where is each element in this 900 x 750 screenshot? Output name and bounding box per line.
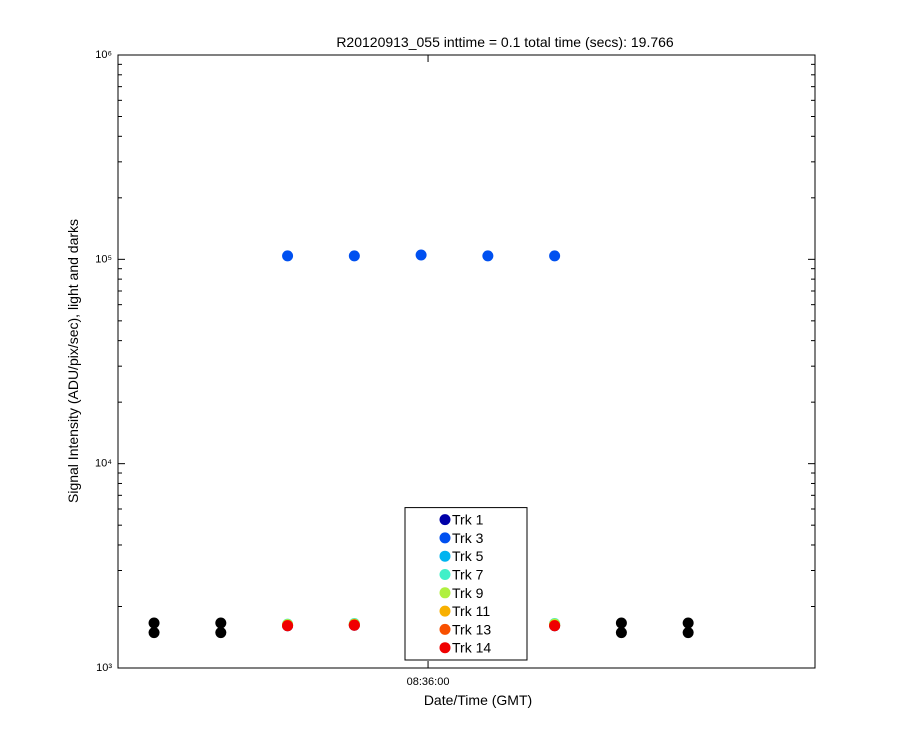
chart-title: R20120913_055 inttime = 0.1 total time (… bbox=[336, 34, 674, 50]
legend-box bbox=[404, 507, 528, 661]
y-tick-label: 10⁴ bbox=[95, 458, 112, 470]
legend-label: Trk 7 bbox=[452, 567, 484, 583]
point bbox=[215, 627, 227, 639]
point bbox=[415, 249, 427, 261]
y-axis-label: Signal Intensity (ADU/pix/sec), light an… bbox=[65, 219, 81, 503]
legend-label: Trk 5 bbox=[452, 548, 484, 564]
legend-marker bbox=[439, 514, 451, 526]
legend-marker bbox=[439, 623, 451, 635]
legend-label: Trk 13 bbox=[452, 621, 491, 637]
point bbox=[682, 627, 694, 639]
legend-label: Trk 9 bbox=[452, 585, 484, 601]
legend-marker bbox=[439, 569, 451, 580]
x-tick-label: 08:36:00 bbox=[407, 676, 450, 688]
y-tick-label: 10⁶ bbox=[95, 49, 112, 61]
x-axis-label: Date/Time (GMT) bbox=[424, 692, 532, 708]
point bbox=[348, 250, 360, 262]
point bbox=[215, 617, 227, 629]
legend-marker bbox=[439, 587, 451, 599]
legend-label: Trk 3 bbox=[452, 530, 484, 546]
legend-label: Trk 11 bbox=[452, 603, 490, 619]
legend-label: Trk 1 bbox=[452, 512, 484, 528]
point bbox=[549, 620, 561, 632]
y-tick-label: 10³ bbox=[96, 662, 112, 674]
point bbox=[282, 250, 294, 262]
point bbox=[148, 617, 160, 629]
point bbox=[282, 620, 294, 632]
legend-label: Trk 14 bbox=[452, 640, 491, 656]
legend-marker bbox=[439, 642, 451, 654]
point bbox=[682, 617, 694, 629]
point bbox=[615, 627, 627, 639]
legend-marker bbox=[439, 532, 451, 544]
point bbox=[348, 619, 360, 631]
legend-marker bbox=[439, 605, 451, 617]
point bbox=[615, 617, 627, 629]
point bbox=[482, 250, 494, 262]
point bbox=[148, 627, 160, 639]
legend-marker bbox=[439, 550, 451, 562]
y-tick-label: 10⁵ bbox=[95, 253, 112, 265]
point bbox=[549, 250, 561, 262]
